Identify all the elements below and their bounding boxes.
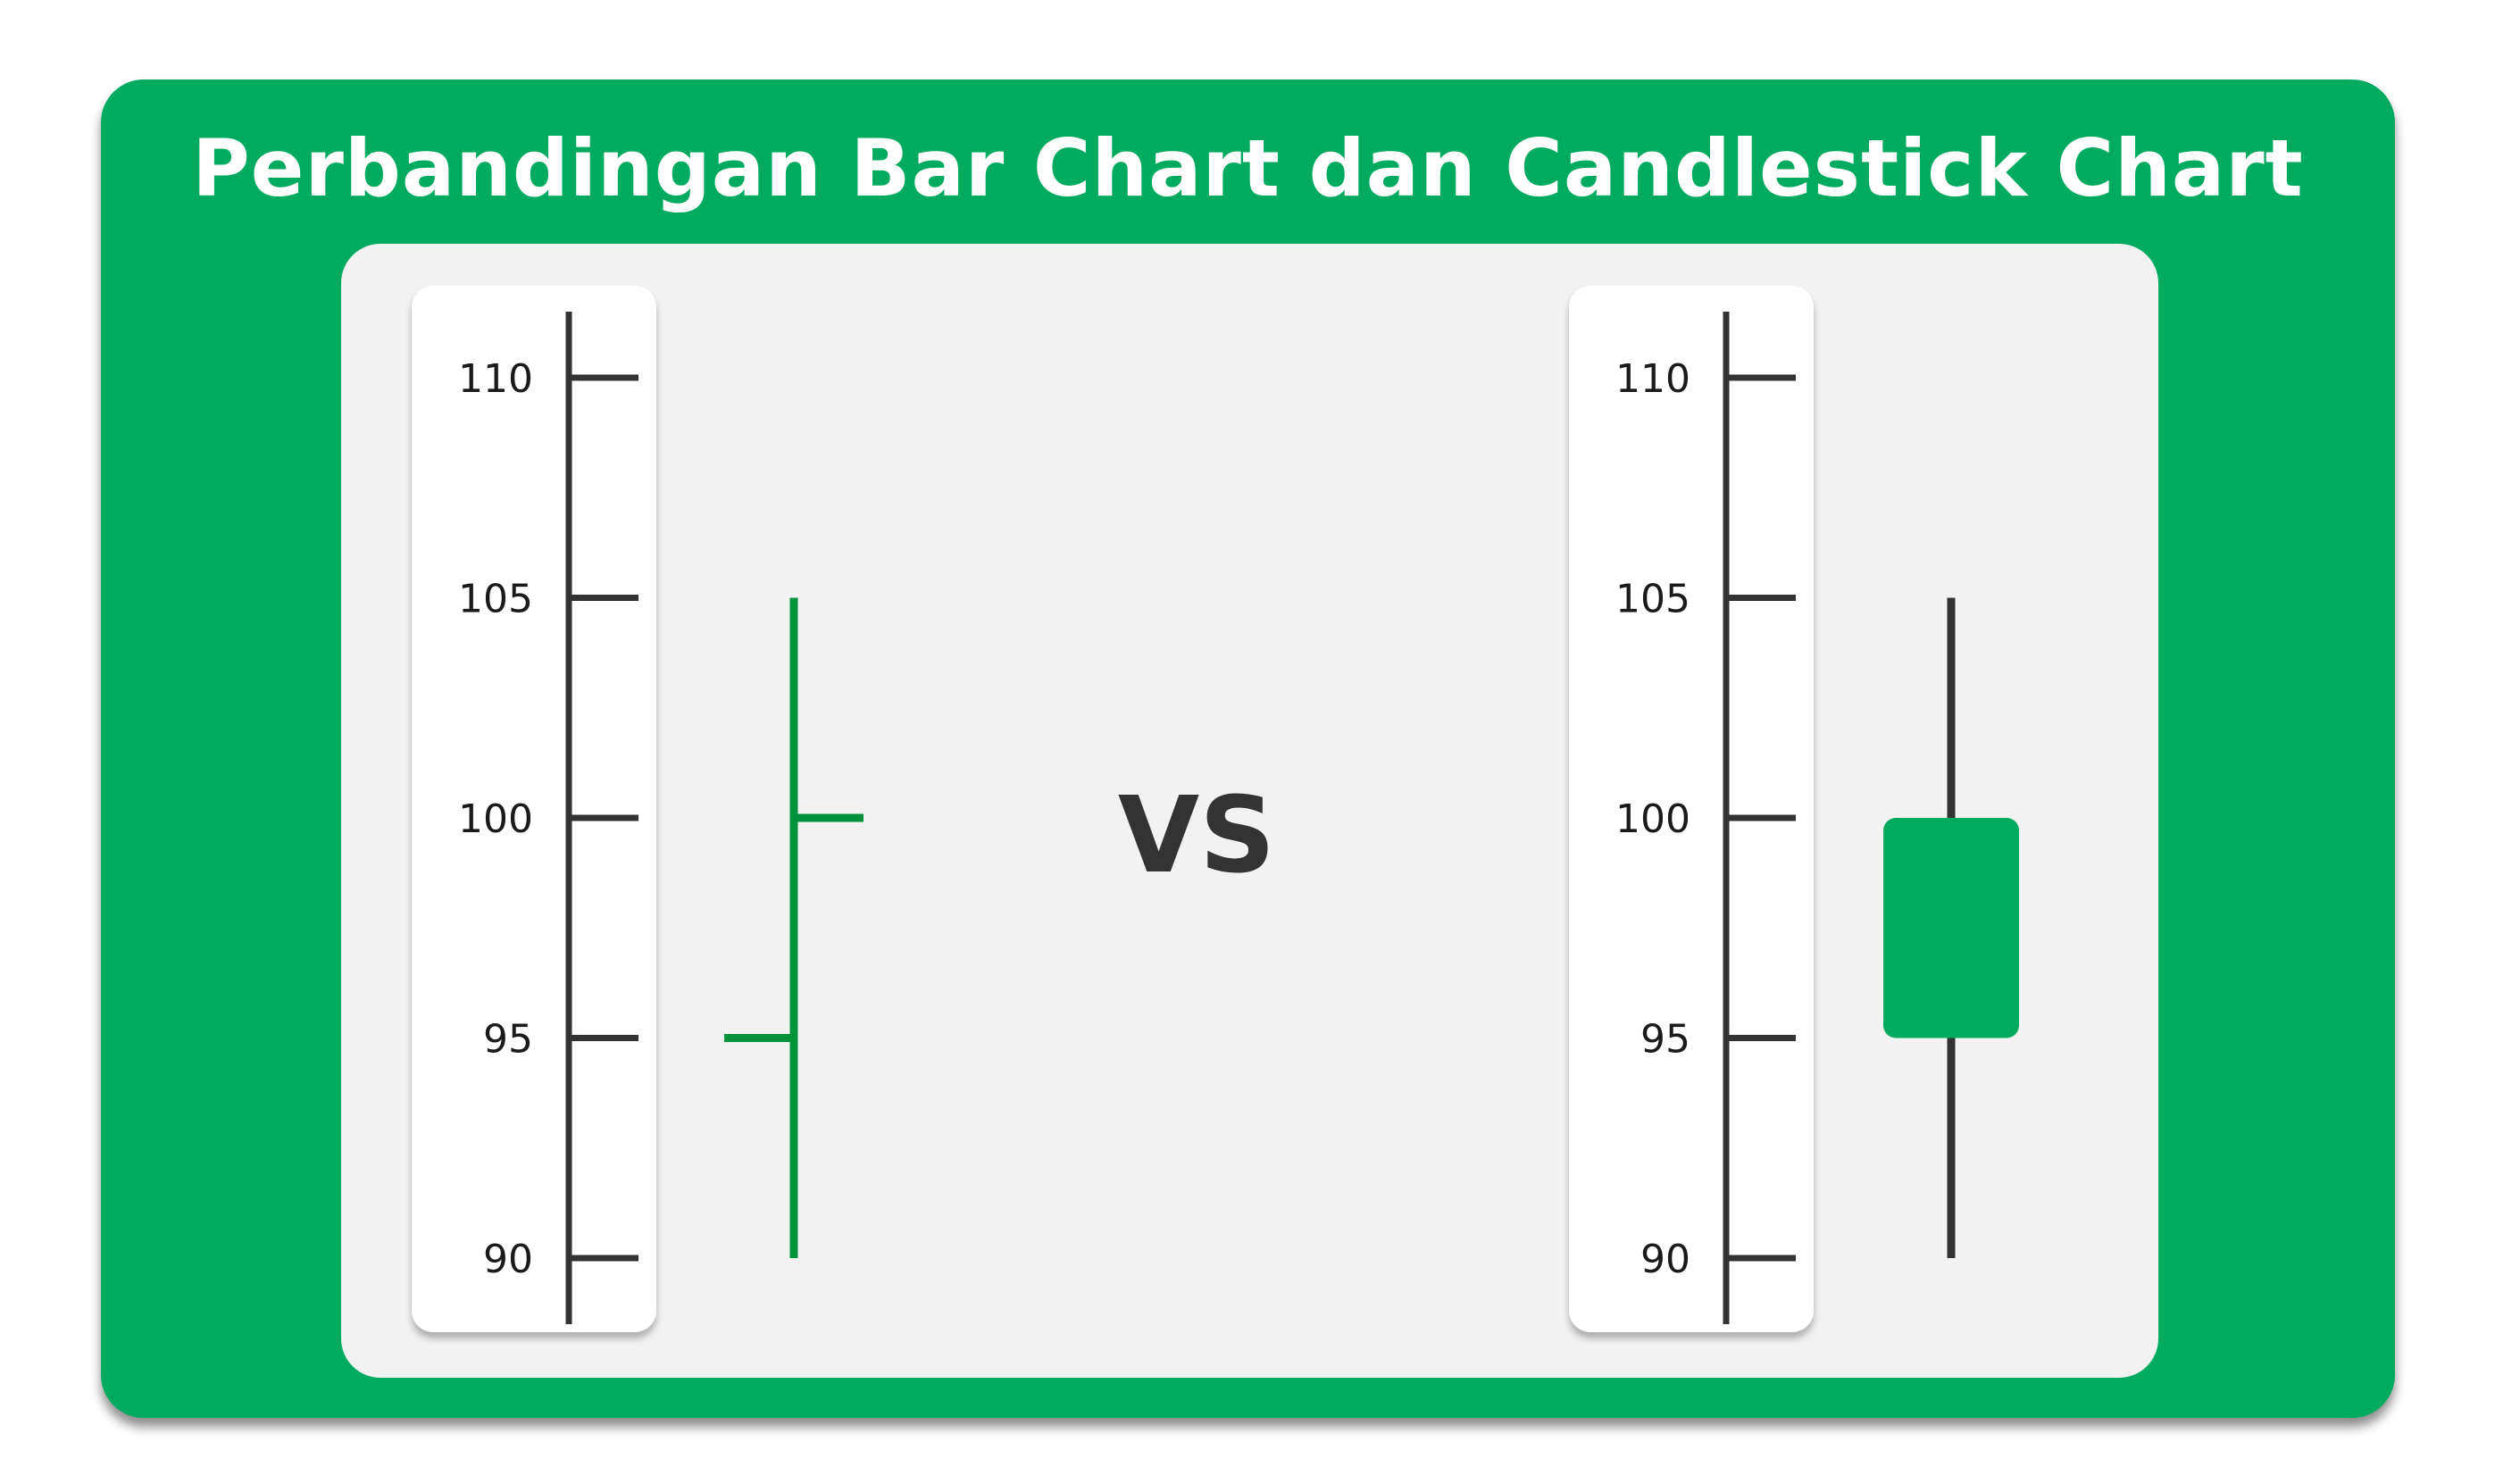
candlestick-axis-strip xyxy=(1569,286,1814,1332)
candlestick-chart-tick-label: 105 xyxy=(1615,577,1690,622)
candlestick-chart-tick-label: 110 xyxy=(1615,356,1690,402)
bar-chart-axis-strip xyxy=(412,286,656,1332)
candlestick-chart-tick-label: 95 xyxy=(1640,1017,1690,1063)
bar-chart-tick-label: 110 xyxy=(458,356,533,402)
bar-chart-tick-label: 95 xyxy=(483,1017,533,1063)
bar-chart-tick-label: 90 xyxy=(483,1237,533,1282)
candlestick-chart-tick-label: 90 xyxy=(1640,1237,1690,1282)
bar-chart-tick-label: 100 xyxy=(458,796,533,842)
candle-body xyxy=(1883,818,2019,1038)
candlestick-chart-tick-label: 100 xyxy=(1615,796,1690,842)
bar-chart-tick-label: 105 xyxy=(458,577,533,622)
vs-label: VS xyxy=(1117,773,1276,896)
page-title: Perbandingan Bar Chart dan Candlestick C… xyxy=(192,122,2304,214)
